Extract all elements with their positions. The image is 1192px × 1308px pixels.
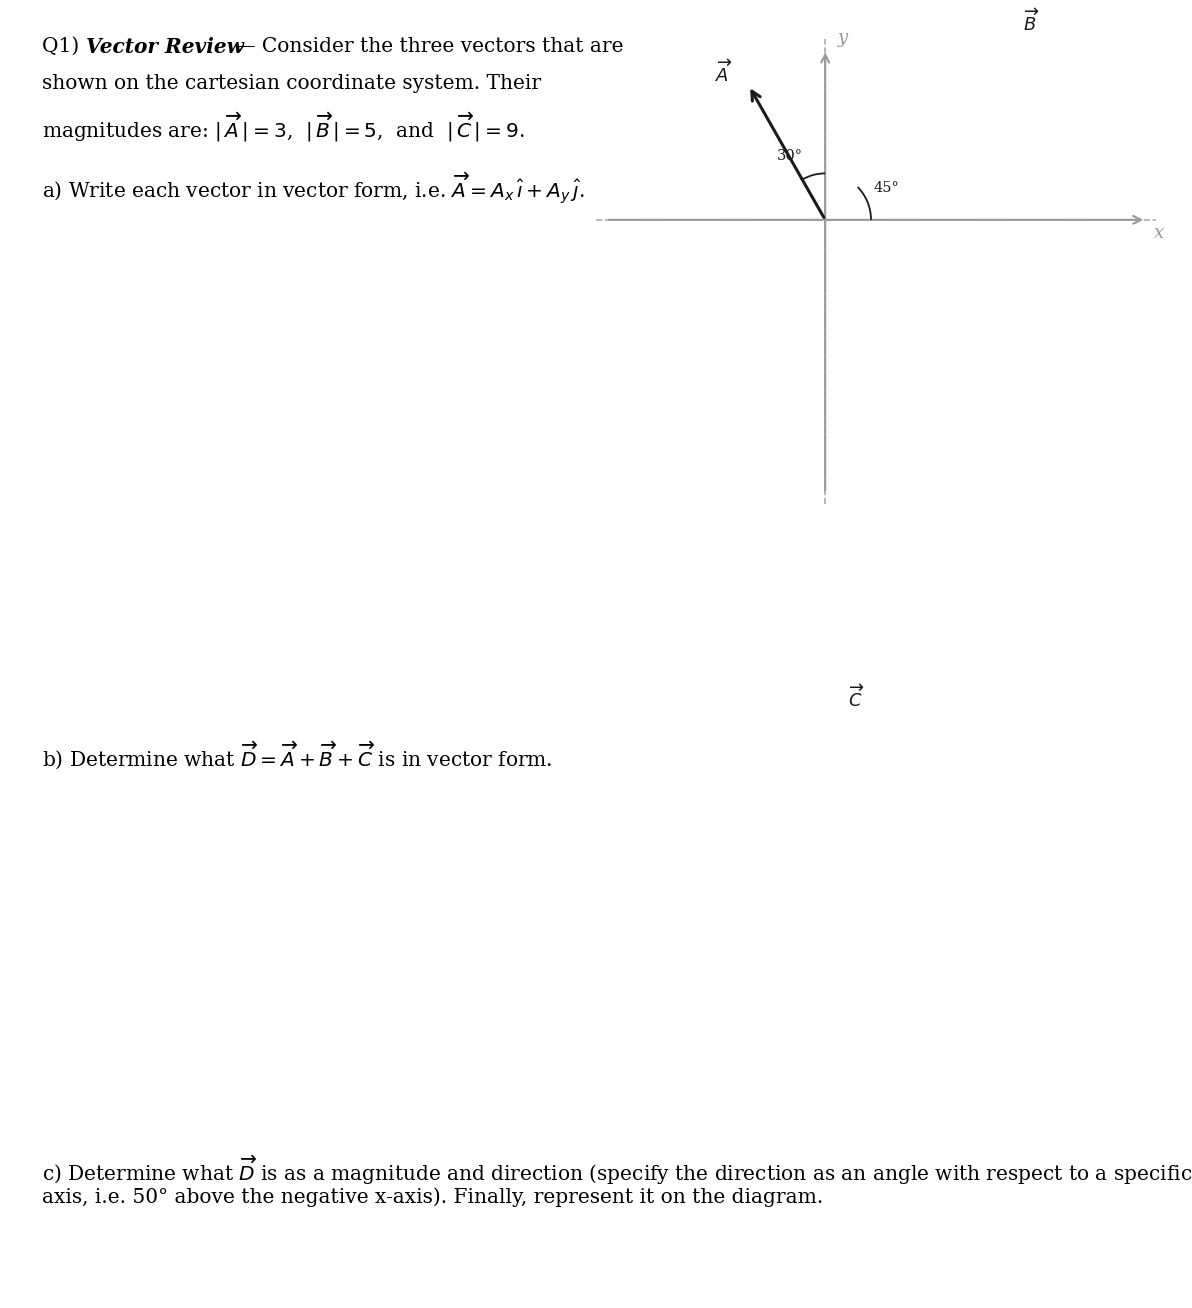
Text: b) Determine what $\overrightarrow{D} = \overrightarrow{A} + \overrightarrow{B} : b) Determine what $\overrightarrow{D} = … <box>42 739 552 770</box>
Text: $\overrightarrow{B}$: $\overrightarrow{B}$ <box>1023 8 1039 35</box>
Text: $\overrightarrow{A}$: $\overrightarrow{A}$ <box>715 59 732 86</box>
Text: c) Determine what $\overrightarrow{D}$ is as a magnitude and direction (specify : c) Determine what $\overrightarrow{D}$ i… <box>42 1154 1192 1186</box>
Text: — Consider the three vectors that are: — Consider the three vectors that are <box>229 37 623 56</box>
Text: axis, i.e. 50° above the negative x-axis). Finally, represent it on the diagram.: axis, i.e. 50° above the negative x-axis… <box>42 1188 822 1207</box>
Text: x: x <box>1154 224 1163 242</box>
Text: shown on the cartesian coordinate system. Their: shown on the cartesian coordinate system… <box>42 73 541 93</box>
Text: magnitudes are: $|\,\overrightarrow{A}\,|= 3$,  $|\,\overrightarrow{B}\,|= 5$,  : magnitudes are: $|\,\overrightarrow{A}\,… <box>42 111 524 144</box>
Text: y: y <box>838 29 848 47</box>
Text: Vector Review: Vector Review <box>86 37 244 58</box>
Text: $\overrightarrow{C}$: $\overrightarrow{C}$ <box>848 684 864 710</box>
Text: Q1): Q1) <box>42 37 86 56</box>
Text: 45°: 45° <box>874 181 899 195</box>
Text: 30°: 30° <box>776 149 802 164</box>
Text: a) Write each vector in vector form, i.e. $\overrightarrow{A} = A_x\,\hat{\imath: a) Write each vector in vector form, i.e… <box>42 170 584 205</box>
